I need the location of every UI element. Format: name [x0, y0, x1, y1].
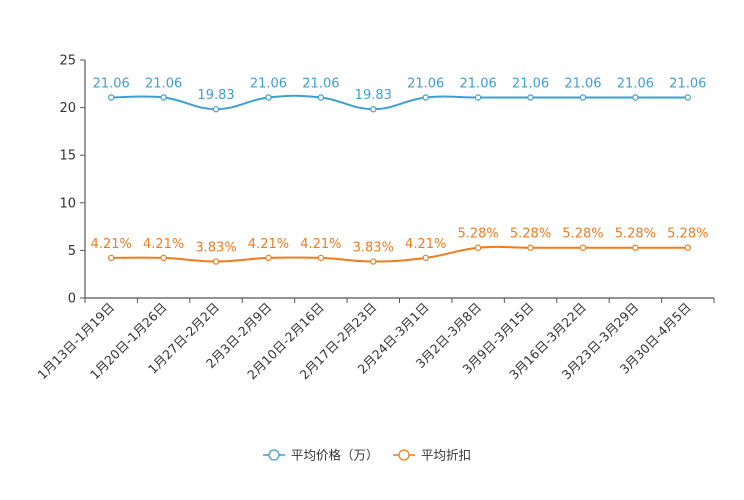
data-point[interactable]	[370, 258, 377, 265]
data-point[interactable]	[108, 94, 115, 101]
data-point[interactable]	[474, 94, 482, 101]
legend-marker-icon	[398, 449, 410, 461]
y-tick-label: 25	[59, 54, 76, 69]
data-label: 5.28%	[510, 227, 551, 242]
data-point[interactable]	[684, 244, 691, 251]
data-point[interactable]	[370, 106, 377, 113]
data-label: 19.83	[197, 88, 234, 103]
data-label: 4.21%	[405, 237, 446, 252]
data-label: 21.06	[460, 77, 497, 92]
data-point[interactable]	[265, 254, 272, 262]
legend-item-2[interactable]: 平均折扣	[393, 448, 471, 463]
data-label: 21.06	[564, 77, 601, 92]
data-point[interactable]	[474, 244, 482, 251]
data-label: 5.28%	[457, 227, 498, 242]
data-label: 21.06	[512, 77, 549, 92]
data-point[interactable]	[422, 94, 429, 101]
data-point[interactable]	[684, 94, 691, 101]
data-point[interactable]	[212, 106, 220, 113]
data-point[interactable]	[108, 254, 115, 262]
series-line	[111, 94, 688, 111]
data-label: 21.06	[407, 77, 444, 92]
data-point[interactable]	[527, 244, 534, 251]
data-label: 4.21%	[143, 237, 184, 252]
data-label: 19.83	[355, 88, 392, 103]
data-label: 21.06	[145, 77, 182, 92]
data-point[interactable]	[422, 254, 429, 262]
data-label: 4.21%	[91, 237, 132, 252]
data-label: 21.06	[669, 77, 706, 92]
series-layer: 21.06 21.06 19.83 21.06 21.06 19.83 21.06 21.06…	[91, 77, 708, 265]
data-label: 4.21%	[300, 237, 341, 252]
data-point[interactable]	[160, 254, 167, 262]
series-1: 21.06 21.06 19.83 21.06 21.06 19.83 21.06 21.06…	[93, 77, 706, 113]
y-tick-label: 20	[59, 101, 76, 116]
data-label: 5.28%	[562, 227, 603, 242]
legend[interactable]: 平均价格（万） 平均折扣	[263, 448, 471, 463]
data-point[interactable]	[160, 94, 167, 101]
data-point[interactable]	[579, 244, 587, 251]
data-point[interactable]	[212, 258, 220, 265]
data-label: 5.28%	[615, 227, 656, 242]
legend-label: 平均折扣	[421, 448, 471, 463]
data-label: 4.21%	[248, 237, 289, 252]
data-label: 21.06	[617, 77, 654, 92]
y-tick-label: 5	[68, 244, 76, 259]
data-point[interactable]	[579, 94, 587, 101]
y-tick-label: 0	[68, 292, 76, 307]
data-label: 21.06	[93, 77, 130, 92]
data-point[interactable]	[632, 94, 639, 101]
data-point[interactable]	[632, 244, 639, 251]
legend-marker-icon	[268, 449, 280, 461]
legend-label: 平均价格（万）	[291, 448, 379, 463]
legend-item-1[interactable]: 平均价格（万）	[263, 448, 379, 463]
data-point[interactable]	[265, 94, 272, 101]
data-point[interactable]	[527, 94, 534, 101]
series-line	[111, 245, 688, 263]
series-2: 4.21% 4.21% 3.83% 4.21% 4.21% 3.83% 4.21% 5.28%…	[91, 227, 708, 265]
data-label: 21.06	[250, 77, 287, 92]
y-tick-label: 15	[59, 149, 76, 164]
data-point[interactable]	[317, 254, 325, 262]
data-label: 3.83%	[353, 241, 394, 256]
y-tick-label: 10	[59, 196, 76, 211]
data-label: 5.28%	[667, 227, 708, 242]
data-label: 21.06	[302, 77, 339, 92]
data-point[interactable]	[317, 94, 325, 101]
data-label: 3.83%	[195, 241, 236, 256]
